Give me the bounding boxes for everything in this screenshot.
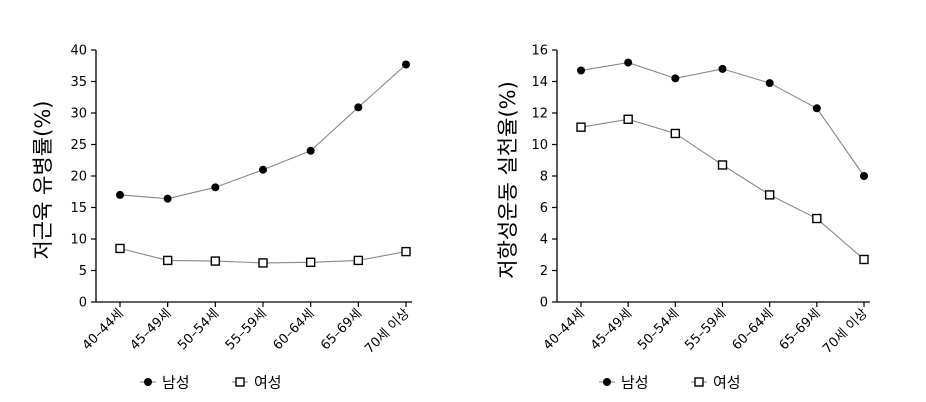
x-tick-label: 50–54세 [175,306,222,353]
y-tick-label: 8 [540,170,548,185]
y-tick-label: 0 [540,296,548,311]
x-tick-label: 65–69세 [777,306,824,353]
y-tick-label: 35 [70,75,87,90]
legend-marker-circle [603,378,611,386]
legend-marker-square [694,377,704,387]
y-tick-label: 6 [540,201,548,216]
x-tick-label: 45–49세 [588,306,635,353]
data-point-square [210,256,221,266]
data-point-circle [812,104,821,113]
data-point-circle [765,79,774,88]
data-point-circle [671,74,680,83]
data-point-square [717,160,728,170]
y-tick-label: 16 [531,44,548,59]
legend-label: 여성 [254,374,282,392]
data-point-circle [624,58,633,67]
legend-label: 남성 [162,374,190,392]
data-point-square [353,255,364,266]
series-line-0 [580,62,865,177]
data-point-square [812,213,822,224]
x-tick-label: 60–64세 [270,306,317,353]
x-tick-label: 60–64세 [729,306,776,353]
y-tick-label: 30 [70,107,87,122]
legend-marker-circle [144,378,152,386]
data-point-circle [860,172,868,180]
data-point-square [764,190,775,200]
y-tick-label: 4 [540,233,548,248]
chart-left: 0 5 10 15 20 25 30 35 40 40–44세 45–49세 50–54세 55–59세… [31,44,413,392]
x-tick-label: 40–44세 [80,306,127,353]
data-point-circle [259,165,267,174]
data-point-circle [163,194,172,203]
legend-label: 남성 [621,374,649,392]
data-point-square [859,254,869,265]
data-point-square [305,257,316,268]
data-point-square [576,122,586,132]
data-point-circle [402,60,410,69]
y-axis-title: 저근육 유병률(%) [31,101,55,260]
data-point-circle [577,66,585,75]
y-tick-label: 0 [79,296,87,311]
series-line-1 [580,118,865,260]
data-point-circle [116,190,124,199]
legend-marker-square [235,377,245,387]
x-tick-label: 70세 이상 [362,306,413,357]
data-point-square [623,114,633,125]
data-point-square [670,128,681,139]
data-point-square [115,243,125,254]
y-tick-label: 15 [70,201,87,216]
y-tick-label: 25 [70,138,87,153]
data-point-circle [354,103,363,112]
y-tick-label: 40 [70,44,87,59]
y-tick-label: 12 [531,107,548,122]
x-tick-label: 55–59세 [682,306,729,353]
x-tick-label: 65–69세 [318,306,365,353]
data-point-square [258,258,268,268]
y-axis-title: 저항성운동 실천율(%) [496,81,520,279]
x-tick-label: 45–49세 [127,306,174,353]
data-point-circle [718,64,727,73]
y-tick-label: 5 [79,264,87,279]
y-tick-label: 10 [531,138,548,153]
y-tick-label: 20 [70,170,87,185]
y-tick-label: 10 [70,233,87,248]
chart-right: 0 2 4 6 8 10 12 14 16 40–44세 45–49세 50–54세 55–59세 60–… [496,44,871,392]
legend-label: 여성 [713,374,741,392]
x-tick-label: 40–44세 [541,306,588,353]
data-point-circle [306,146,315,155]
x-tick-label: 50–54세 [635,306,682,353]
series-line-0 [119,64,407,200]
data-point-circle [211,183,220,192]
y-tick-label: 2 [540,264,548,279]
y-tick-label: 14 [531,75,548,90]
data-point-square [401,246,411,257]
x-tick-label: 55–59세 [223,306,270,353]
x-tick-label: 70세 이상 [820,306,871,357]
data-point-square [162,255,173,266]
